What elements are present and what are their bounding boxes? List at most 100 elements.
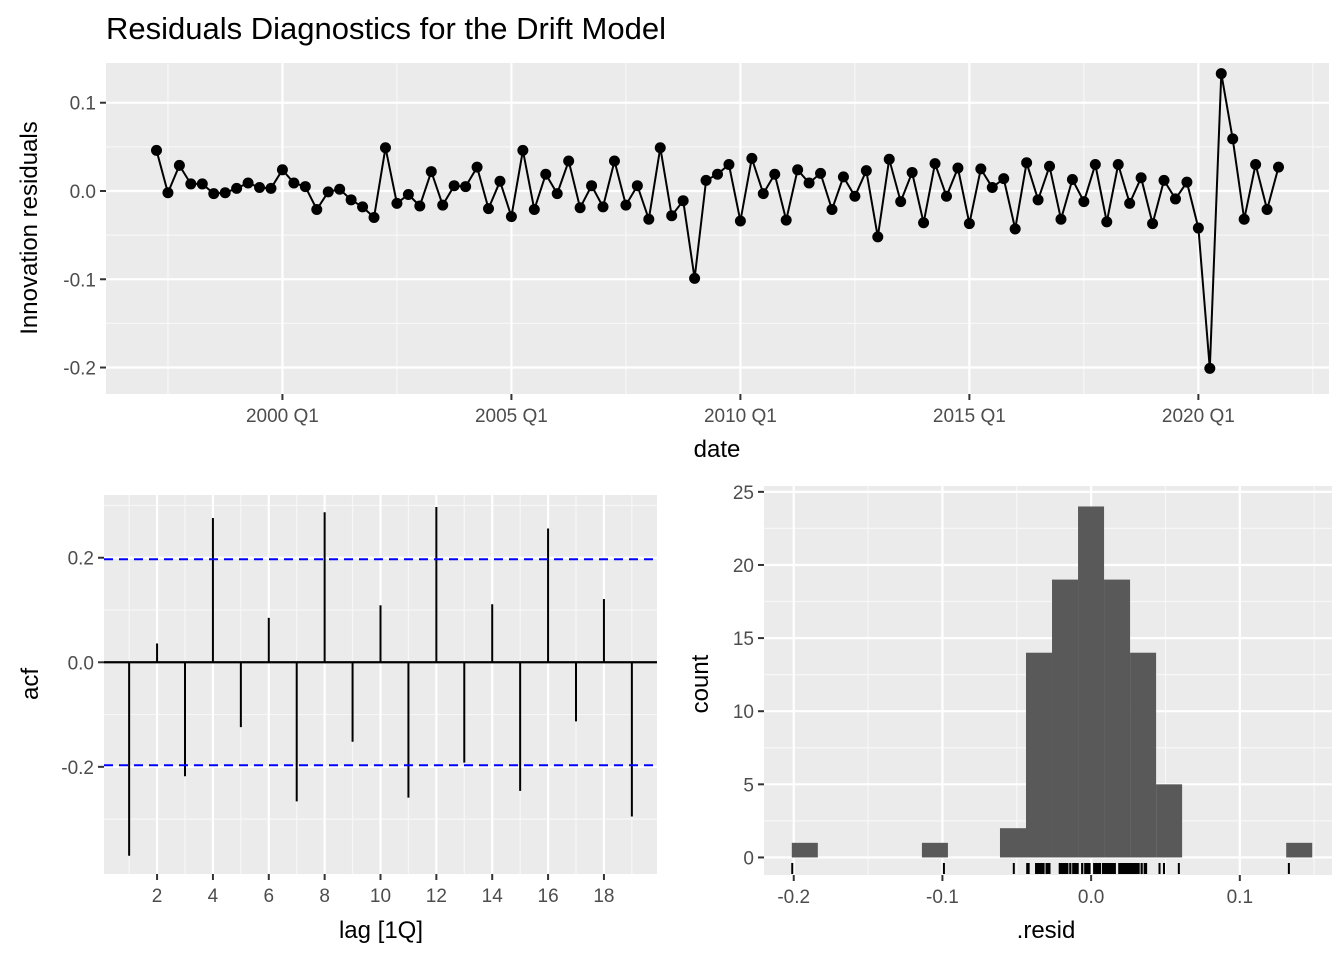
residual-point (288, 177, 300, 189)
timeplot-y-tick-label: -0.2 (63, 359, 96, 380)
acf-x-tick-label: 4 (208, 886, 219, 907)
residual-point (1273, 161, 1285, 173)
residual-point (391, 197, 403, 209)
residual-point (1227, 133, 1239, 145)
residual-point (334, 183, 346, 195)
residual-point (746, 152, 758, 164)
acf-axes: 0.2 0.0 -0.2 2 4 6 8 10 12 14 16 18 (61, 549, 614, 907)
acf-y-tick-label: 0.2 (68, 549, 94, 570)
timeplot-y-tick-label: 0.1 (70, 94, 96, 115)
residual-point (792, 164, 804, 176)
histogram-x-tick-label: -0.2 (777, 887, 810, 908)
residual-point (517, 144, 529, 156)
residual-point (872, 231, 884, 243)
residual-point (425, 166, 437, 178)
residual-point (494, 175, 506, 187)
residual-point (803, 177, 815, 189)
chart-title: Residuals Diagnostics for the Drift Mode… (106, 11, 666, 46)
residual-histogram: 25 20 15 10 5 0 -0.2 -0.1 0.0 0.1 .resid count (687, 483, 1332, 944)
residual-point (162, 187, 174, 199)
residual-point (150, 144, 162, 156)
residual-point (208, 188, 220, 200)
timeplot-panel (106, 63, 1329, 394)
residual-point (631, 180, 643, 192)
residual-point (1124, 197, 1136, 209)
residual-point (734, 215, 746, 227)
timeplot-axes: 0.1 0.0 -0.1 -0.2 2000 Q1 2005 Q1 2010 Q1 2015 … (63, 94, 1235, 427)
timeplot-x-tick-label: 2020 Q1 (1162, 406, 1235, 427)
residual-point (1204, 362, 1216, 374)
acf-y-tick-label: -0.2 (61, 758, 94, 779)
acf-plot: 0.2 0.0 -0.2 2 4 6 8 10 12 14 16 18 lag [1Q] acf (17, 495, 657, 944)
residual-point (505, 211, 517, 223)
residual-point (1089, 159, 1101, 171)
residual-point (1009, 223, 1021, 235)
residual-point (311, 204, 323, 216)
residual-point (1215, 68, 1227, 80)
histogram-y-tick-label: 20 (733, 556, 754, 577)
residual-point (975, 163, 987, 175)
residual-point (1055, 213, 1067, 225)
histogram-bar (921, 842, 948, 858)
residual-point (952, 162, 964, 174)
acf-x-tick-label: 10 (370, 886, 391, 907)
residual-point (620, 199, 632, 211)
residual-point (254, 181, 266, 193)
histogram-bar (791, 842, 818, 858)
residual-point (1192, 222, 1204, 234)
residual-point (826, 204, 838, 216)
acf-x-tick-label: 14 (482, 886, 504, 907)
residual-point (299, 181, 311, 193)
residual-point (849, 190, 861, 202)
residual-point (379, 142, 391, 154)
residual-point (460, 181, 472, 193)
acf-y-tick-label: 0.0 (68, 653, 94, 674)
residual-point (586, 180, 598, 192)
acf-x-axis-title: lag [1Q] (339, 917, 423, 944)
residual-point (883, 153, 895, 165)
residual-point (1032, 194, 1044, 206)
histogram-bar (1130, 652, 1157, 858)
residual-point (1112, 159, 1124, 171)
residual-point (1169, 193, 1181, 205)
timeplot-x-tick-label: 2015 Q1 (933, 406, 1006, 427)
acf-y-axis-title: acf (17, 668, 44, 700)
residual-point (265, 182, 277, 194)
histogram-x-axis-title: .resid (1017, 917, 1076, 944)
residual-point (757, 188, 769, 200)
histogram-x-tick-label: 0.1 (1227, 887, 1253, 908)
residual-point (998, 173, 1010, 185)
histogram-bar (1104, 579, 1131, 858)
histogram-y-tick-label: 5 (743, 775, 754, 796)
residual-point (677, 195, 689, 207)
residual-point (986, 181, 998, 193)
residual-point (608, 155, 620, 167)
residual-point (1078, 196, 1090, 208)
residual-point (963, 218, 975, 230)
residual-point (345, 194, 357, 206)
histogram-bar (1078, 506, 1105, 858)
residual-point (540, 168, 552, 180)
residual-point (712, 168, 723, 180)
histogram-bar (1156, 784, 1183, 858)
residual-point (196, 178, 208, 190)
residual-point (1021, 157, 1033, 169)
timeplot-x-tick-label: 2010 Q1 (704, 406, 777, 427)
timeplot-y-tick-label: 0.0 (70, 182, 96, 203)
timeplot-x-axis-title: date (694, 436, 741, 463)
residual-point (483, 203, 495, 215)
residual-point (918, 217, 930, 229)
residual-point (1044, 160, 1056, 172)
residual-point (368, 211, 380, 223)
histogram-y-tick-label: 25 (733, 483, 754, 504)
residual-point (563, 155, 575, 167)
residual-point (1250, 159, 1262, 171)
residual-point (574, 202, 586, 214)
acf-series (104, 507, 657, 856)
histogram-bar (1025, 652, 1053, 858)
residual-point (895, 196, 907, 208)
timeplot-x-tick-label: 2000 Q1 (246, 406, 319, 427)
residual-point (769, 168, 781, 180)
